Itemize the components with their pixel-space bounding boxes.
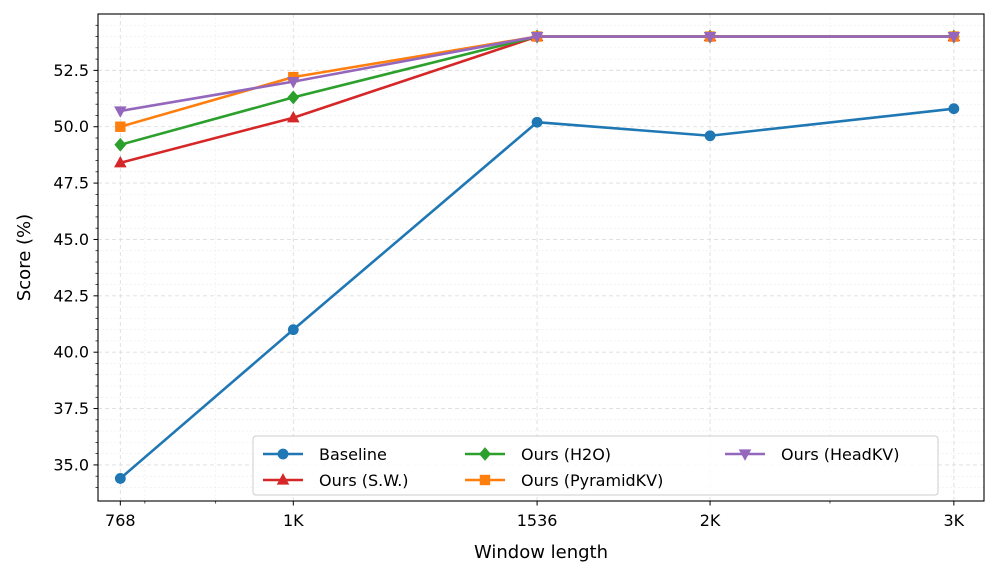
x-tick-label: 2K xyxy=(700,511,721,530)
data-point xyxy=(947,31,961,44)
data-point xyxy=(115,121,126,132)
x-tick-label: 3K xyxy=(944,511,965,530)
data-point xyxy=(704,130,716,142)
legend-entry: Ours (PyramidKV) xyxy=(465,471,663,490)
legend-label: Ours (S.W.) xyxy=(319,471,409,490)
legend-marker xyxy=(479,474,491,486)
data-point xyxy=(287,324,299,336)
data-point xyxy=(287,90,300,105)
series-ours-headkv xyxy=(114,31,961,118)
data-point xyxy=(114,106,127,118)
series-ours-pyramidkv xyxy=(115,31,960,132)
series-baseline xyxy=(114,103,960,484)
legend: Baseline Ours (S.W.) Ours (H2O) Ours (Pyram… xyxy=(252,435,939,496)
y-tick-label: 42.5 xyxy=(53,286,89,305)
legend-label: Ours (H2O) xyxy=(521,445,611,464)
y-tick-label: 40.0 xyxy=(53,343,89,362)
data-point xyxy=(114,155,127,168)
data-point xyxy=(530,31,544,44)
axes-ticks: 35.0 37.5 40.0 42.5 45.0 47.5 50.0 52.5 768 1K 153… xyxy=(53,24,965,530)
legend-label: Ours (PyramidKV) xyxy=(521,471,663,490)
data-point xyxy=(114,473,126,484)
y-axis-title: Score (%) xyxy=(14,214,35,301)
y-tick-label: 45.0 xyxy=(53,230,89,249)
data-point xyxy=(948,103,960,115)
legend-entry: Ours (S.W.) xyxy=(263,471,409,490)
data-point xyxy=(287,110,300,123)
legend-entry: Ours (HeadKV) xyxy=(725,445,900,464)
data-point xyxy=(287,77,300,89)
data-point xyxy=(703,31,717,44)
data-point xyxy=(531,116,543,128)
x-tick-label: 1K xyxy=(283,511,304,530)
data-point xyxy=(114,137,127,152)
legend-marker xyxy=(276,473,290,485)
x-axis-title: Window length xyxy=(474,542,608,563)
y-tick-label: 52.5 xyxy=(53,61,89,80)
grid xyxy=(98,14,984,501)
x-tick-label: 1536 xyxy=(517,511,558,530)
y-tick-label: 47.5 xyxy=(53,174,89,193)
legend-marker xyxy=(277,448,289,460)
legend-entry: Baseline xyxy=(263,445,387,464)
y-tick-label: 35.0 xyxy=(53,455,89,474)
x-tick-label: 768 xyxy=(105,511,136,530)
y-tick-label: 37.5 xyxy=(53,399,89,418)
legend-box xyxy=(252,435,939,496)
plot-frame xyxy=(97,13,985,502)
y-tick-label: 50.0 xyxy=(53,117,89,136)
legend-entry: Ours (H2O) xyxy=(465,445,611,464)
legend-label: Baseline xyxy=(319,445,387,464)
legend-marker xyxy=(479,447,491,461)
series-layer xyxy=(114,29,961,484)
legend-marker xyxy=(738,449,752,461)
legend-label: Ours (HeadKV) xyxy=(781,445,900,464)
